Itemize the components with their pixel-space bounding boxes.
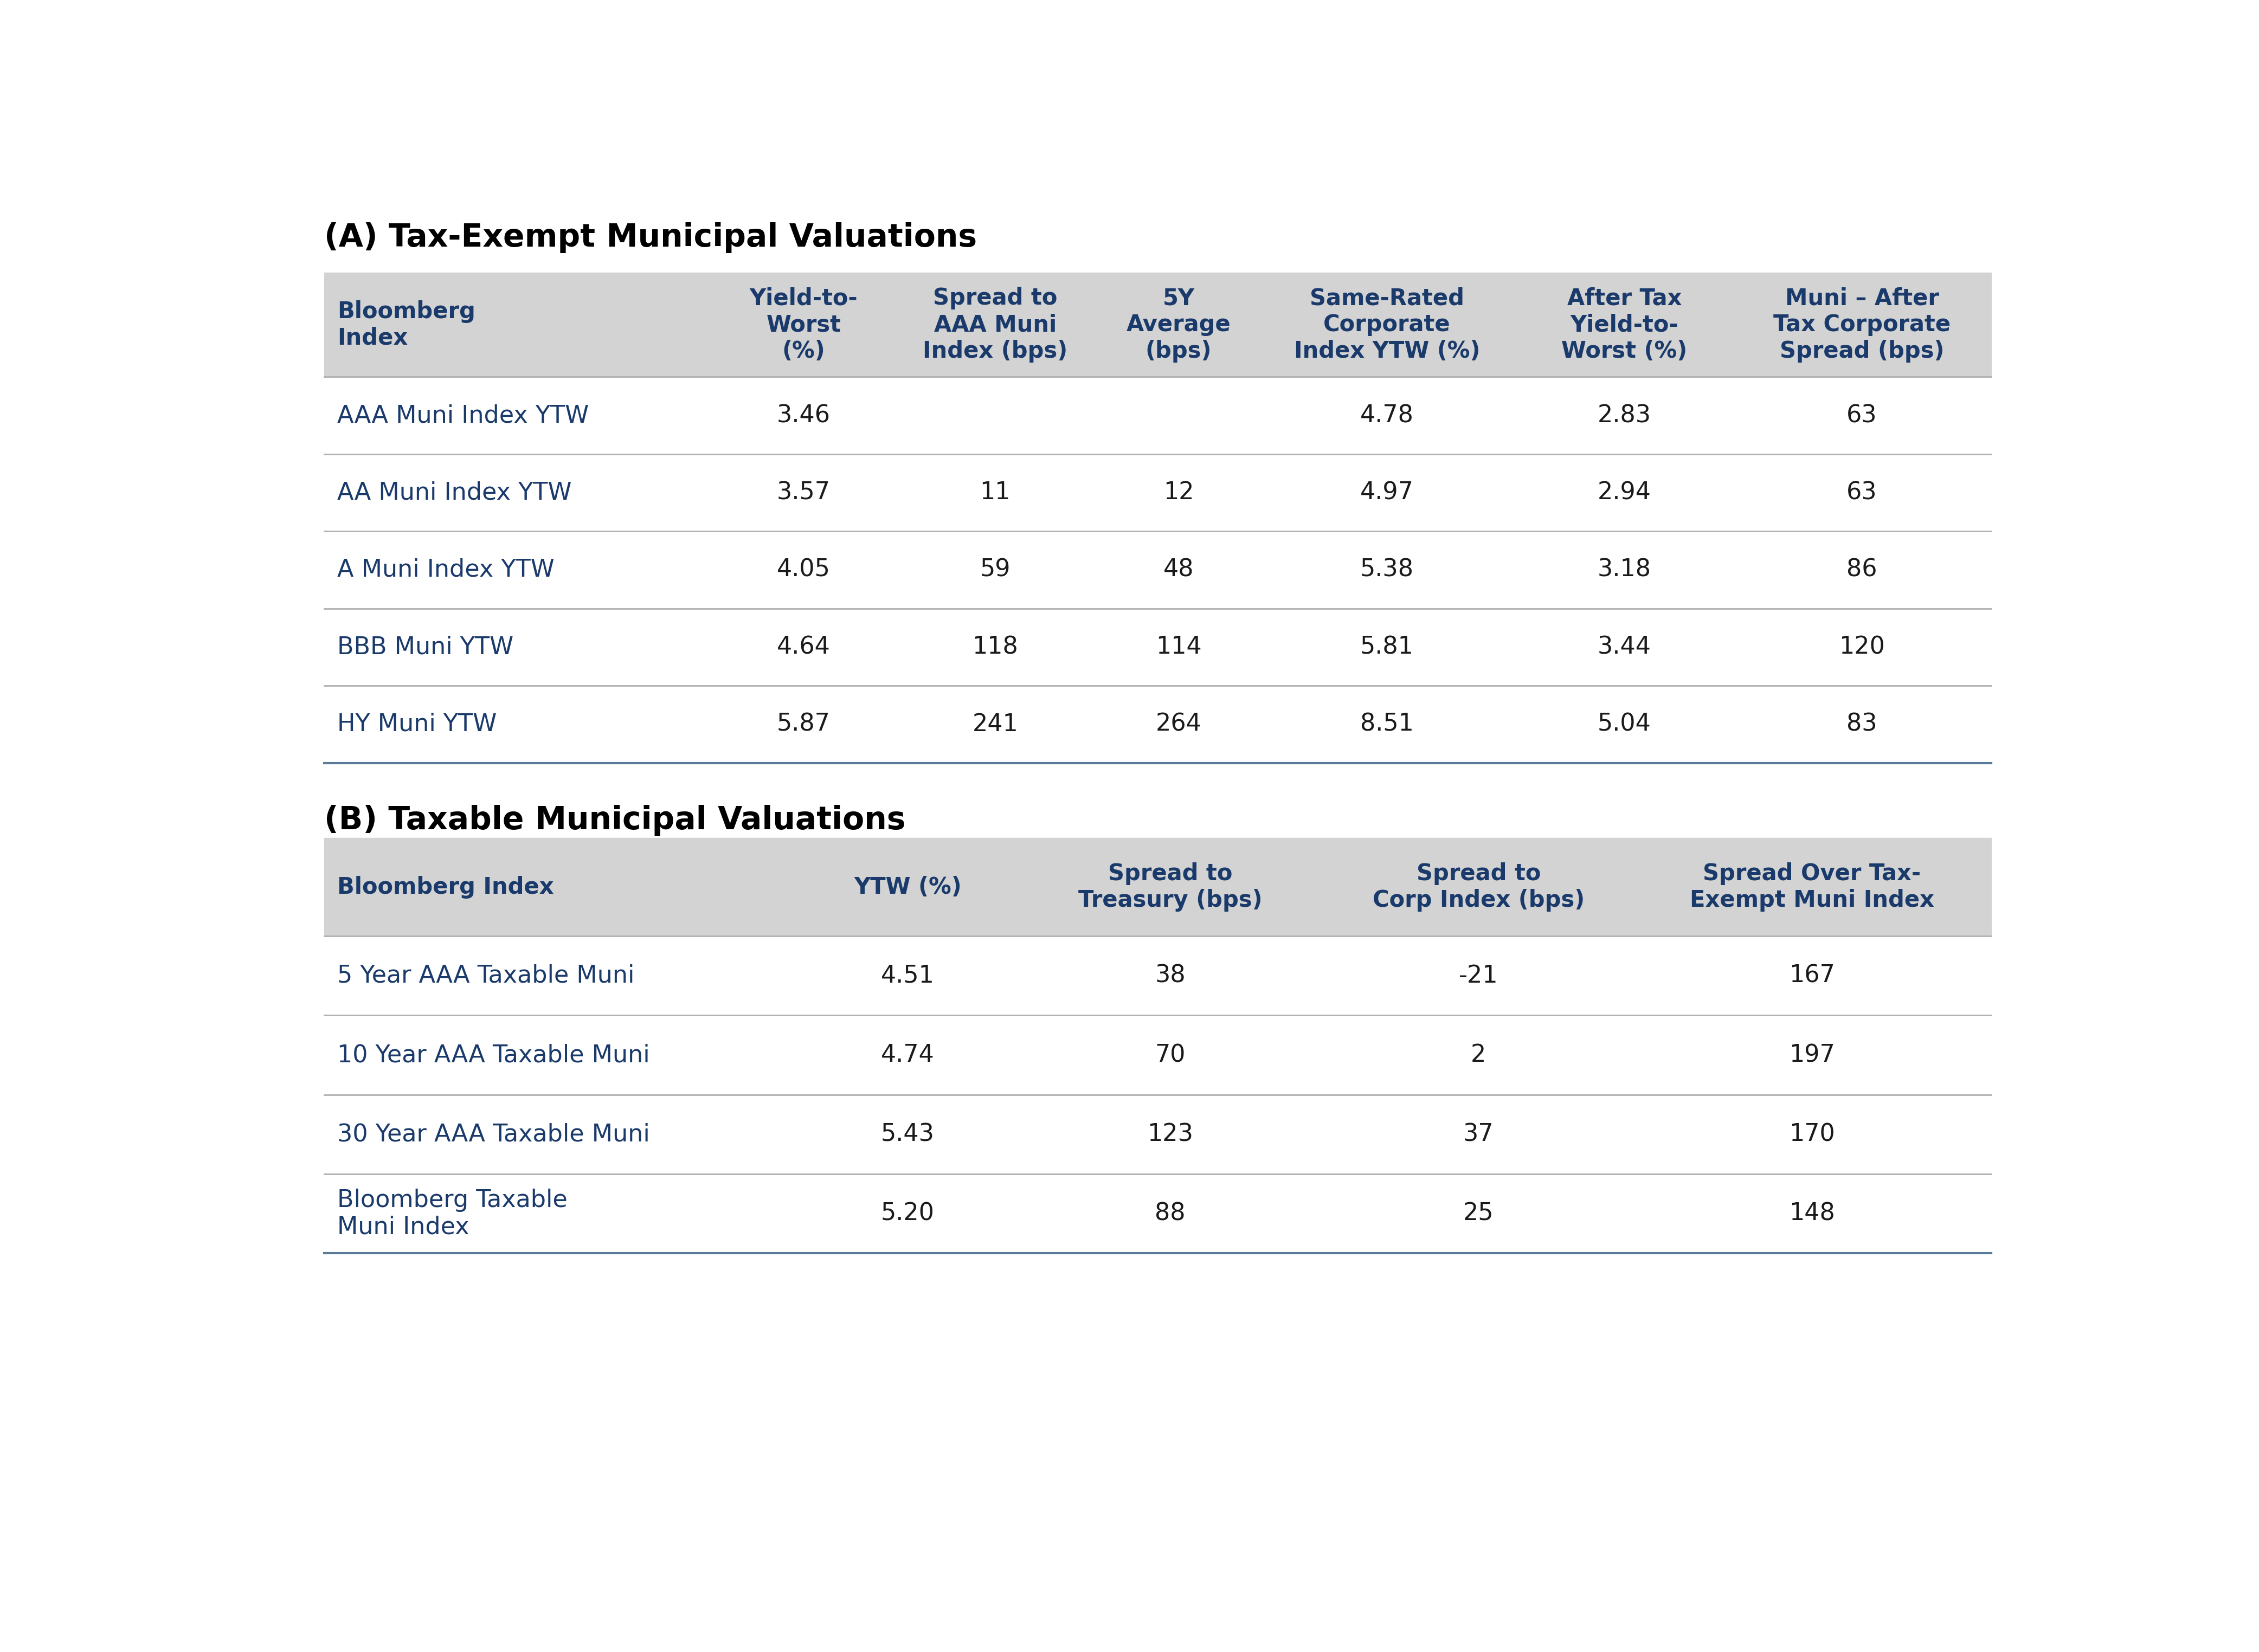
Text: Spread to
Treasury (bps): Spread to Treasury (bps): [1078, 862, 1263, 912]
Text: 5.38: 5.38: [1360, 558, 1414, 582]
Text: 25: 25: [1464, 1203, 1493, 1226]
Text: Spread to
Corp Index (bps): Spread to Corp Index (bps): [1373, 862, 1584, 912]
Bar: [325, 838, 1990, 937]
Text: BBB Muni YTW: BBB Muni YTW: [337, 636, 513, 659]
Text: Spread to
AAA Muni
Index (bps): Spread to AAA Muni Index (bps): [922, 287, 1069, 362]
Text: 114: 114: [1157, 636, 1202, 659]
Text: 3.18: 3.18: [1597, 558, 1651, 582]
Text: 12: 12: [1163, 481, 1195, 504]
Bar: [325, 273, 1990, 377]
Text: 197: 197: [1789, 1044, 1834, 1067]
Text: AA Muni Index YTW: AA Muni Index YTW: [337, 481, 572, 504]
Text: 4.74: 4.74: [881, 1044, 935, 1067]
Text: After Tax
Yield-to-
Worst (%): After Tax Yield-to- Worst (%): [1561, 287, 1687, 362]
Text: Bloomberg Taxable
Muni Index: Bloomberg Taxable Muni Index: [337, 1188, 567, 1239]
Text: 2.83: 2.83: [1597, 403, 1651, 428]
Text: 170: 170: [1789, 1123, 1834, 1146]
Text: A Muni Index YTW: A Muni Index YTW: [337, 558, 553, 582]
Text: 83: 83: [1846, 712, 1877, 735]
Text: 30 Year AAA Taxable Muni: 30 Year AAA Taxable Muni: [337, 1123, 651, 1146]
Text: -21: -21: [1459, 965, 1498, 988]
Text: (A) Tax-Exempt Municipal Valuations: (A) Tax-Exempt Municipal Valuations: [325, 223, 978, 253]
Text: 120: 120: [1839, 636, 1884, 659]
Text: 3.57: 3.57: [777, 481, 831, 504]
Text: HY Muni YTW: HY Muni YTW: [337, 712, 497, 735]
Text: 10 Year AAA Taxable Muni: 10 Year AAA Taxable Muni: [337, 1044, 651, 1067]
Text: 118: 118: [971, 636, 1019, 659]
Text: 63: 63: [1846, 403, 1877, 428]
Text: 5Y
Average
(bps): 5Y Average (bps): [1127, 287, 1231, 362]
Text: 86: 86: [1846, 558, 1877, 582]
Text: 264: 264: [1157, 712, 1202, 735]
Text: 4.97: 4.97: [1360, 481, 1414, 504]
Text: 5.20: 5.20: [881, 1203, 935, 1226]
Text: 4.51: 4.51: [881, 965, 935, 988]
Text: 70: 70: [1154, 1044, 1186, 1067]
Text: 5.81: 5.81: [1360, 636, 1414, 659]
Text: 37: 37: [1464, 1123, 1493, 1146]
Text: 4.64: 4.64: [777, 636, 831, 659]
Text: AAA Muni Index YTW: AAA Muni Index YTW: [337, 403, 590, 428]
Text: 2: 2: [1471, 1044, 1486, 1067]
Text: 4.05: 4.05: [777, 558, 831, 582]
Text: (B) Taxable Municipal Valuations: (B) Taxable Municipal Valuations: [325, 805, 906, 836]
Text: Bloomberg Index: Bloomberg Index: [337, 876, 553, 899]
Text: 2.94: 2.94: [1597, 481, 1651, 504]
Text: 5.04: 5.04: [1597, 712, 1651, 735]
Text: 59: 59: [980, 558, 1010, 582]
Text: 241: 241: [971, 712, 1019, 735]
Text: 5 Year AAA Taxable Muni: 5 Year AAA Taxable Muni: [337, 965, 635, 988]
Text: 3.46: 3.46: [777, 403, 831, 428]
Text: Bloomberg
Index: Bloomberg Index: [337, 301, 474, 349]
Text: 88: 88: [1154, 1203, 1186, 1226]
Text: 3.44: 3.44: [1597, 636, 1651, 659]
Text: 167: 167: [1789, 965, 1834, 988]
Text: 5.43: 5.43: [881, 1123, 935, 1146]
Text: 148: 148: [1789, 1203, 1834, 1226]
Text: 63: 63: [1846, 481, 1877, 504]
Text: 5.87: 5.87: [777, 712, 831, 735]
Text: 123: 123: [1148, 1123, 1193, 1146]
Text: 4.78: 4.78: [1360, 403, 1414, 428]
Text: Muni – After
Tax Corporate
Spread (bps): Muni – After Tax Corporate Spread (bps): [1773, 287, 1950, 362]
Text: Spread Over Tax-
Exempt Muni Index: Spread Over Tax- Exempt Muni Index: [1690, 862, 1934, 912]
Text: 8.51: 8.51: [1360, 712, 1414, 735]
Text: 38: 38: [1154, 965, 1186, 988]
Text: Same-Rated
Corporate
Index YTW (%): Same-Rated Corporate Index YTW (%): [1294, 287, 1480, 362]
Text: Yield-to-
Worst
(%): Yield-to- Worst (%): [750, 287, 858, 362]
Text: 11: 11: [980, 481, 1010, 504]
Text: 48: 48: [1163, 558, 1195, 582]
Text: YTW (%): YTW (%): [854, 876, 962, 899]
